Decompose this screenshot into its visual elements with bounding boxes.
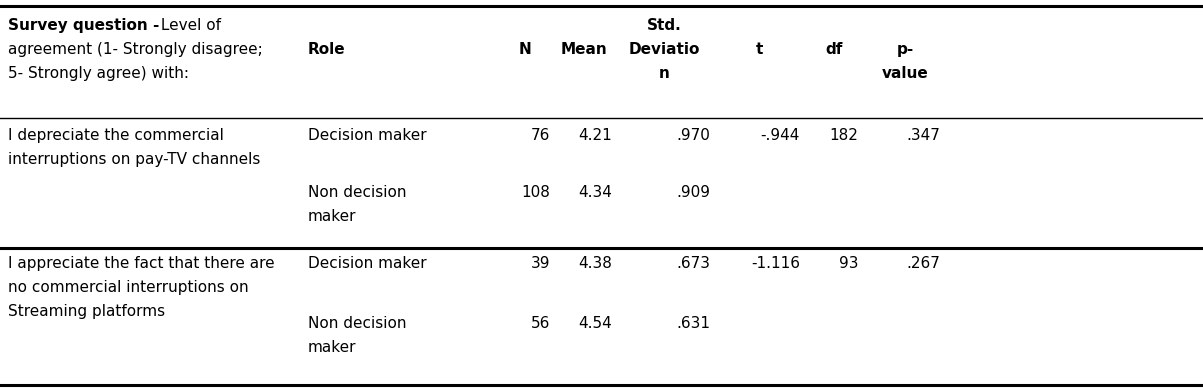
Text: N: N <box>518 42 532 57</box>
Text: interruptions on pay-TV channels: interruptions on pay-TV channels <box>8 152 260 167</box>
Text: n: n <box>658 66 669 81</box>
Text: 4.38: 4.38 <box>579 256 612 271</box>
Text: .631: .631 <box>676 316 710 331</box>
Text: p-: p- <box>896 42 913 57</box>
Text: agreement (1- Strongly disagree;: agreement (1- Strongly disagree; <box>8 42 262 57</box>
Text: 93: 93 <box>838 256 858 271</box>
Text: Non decision: Non decision <box>308 185 407 200</box>
Text: 56: 56 <box>531 316 550 331</box>
Text: value: value <box>882 66 929 81</box>
Text: I appreciate the fact that there are: I appreciate the fact that there are <box>8 256 274 271</box>
Text: no commercial interruptions on: no commercial interruptions on <box>8 280 249 295</box>
Text: 4.21: 4.21 <box>579 128 612 143</box>
Text: .673: .673 <box>676 256 710 271</box>
Text: Non decision: Non decision <box>308 316 407 331</box>
Text: Streaming platforms: Streaming platforms <box>8 304 165 319</box>
Text: .909: .909 <box>676 185 710 200</box>
Text: Decision maker: Decision maker <box>308 128 427 143</box>
Text: 108: 108 <box>521 185 550 200</box>
Text: Deviatio: Deviatio <box>628 42 700 57</box>
Text: .347: .347 <box>906 128 940 143</box>
Text: Role: Role <box>308 42 345 57</box>
Text: t: t <box>755 42 763 57</box>
Text: maker: maker <box>308 340 356 355</box>
Text: .970: .970 <box>676 128 710 143</box>
Text: Decision maker: Decision maker <box>308 256 427 271</box>
Text: 76: 76 <box>531 128 550 143</box>
Text: 5- Strongly agree) with:: 5- Strongly agree) with: <box>8 66 189 81</box>
Text: maker: maker <box>308 209 356 224</box>
Text: Std.: Std. <box>647 18 681 33</box>
Text: -.944: -.944 <box>760 128 800 143</box>
Text: 182: 182 <box>829 128 858 143</box>
Text: 39: 39 <box>531 256 550 271</box>
Text: -1.116: -1.116 <box>751 256 800 271</box>
Text: df: df <box>825 42 842 57</box>
Text: I depreciate the commercial: I depreciate the commercial <box>8 128 224 143</box>
Text: 4.54: 4.54 <box>579 316 612 331</box>
Text: Mean: Mean <box>561 42 608 57</box>
Text: Survey question -: Survey question - <box>8 18 159 33</box>
Text: 4.34: 4.34 <box>579 185 612 200</box>
Text: .267: .267 <box>906 256 940 271</box>
Text: Level of: Level of <box>156 18 221 33</box>
